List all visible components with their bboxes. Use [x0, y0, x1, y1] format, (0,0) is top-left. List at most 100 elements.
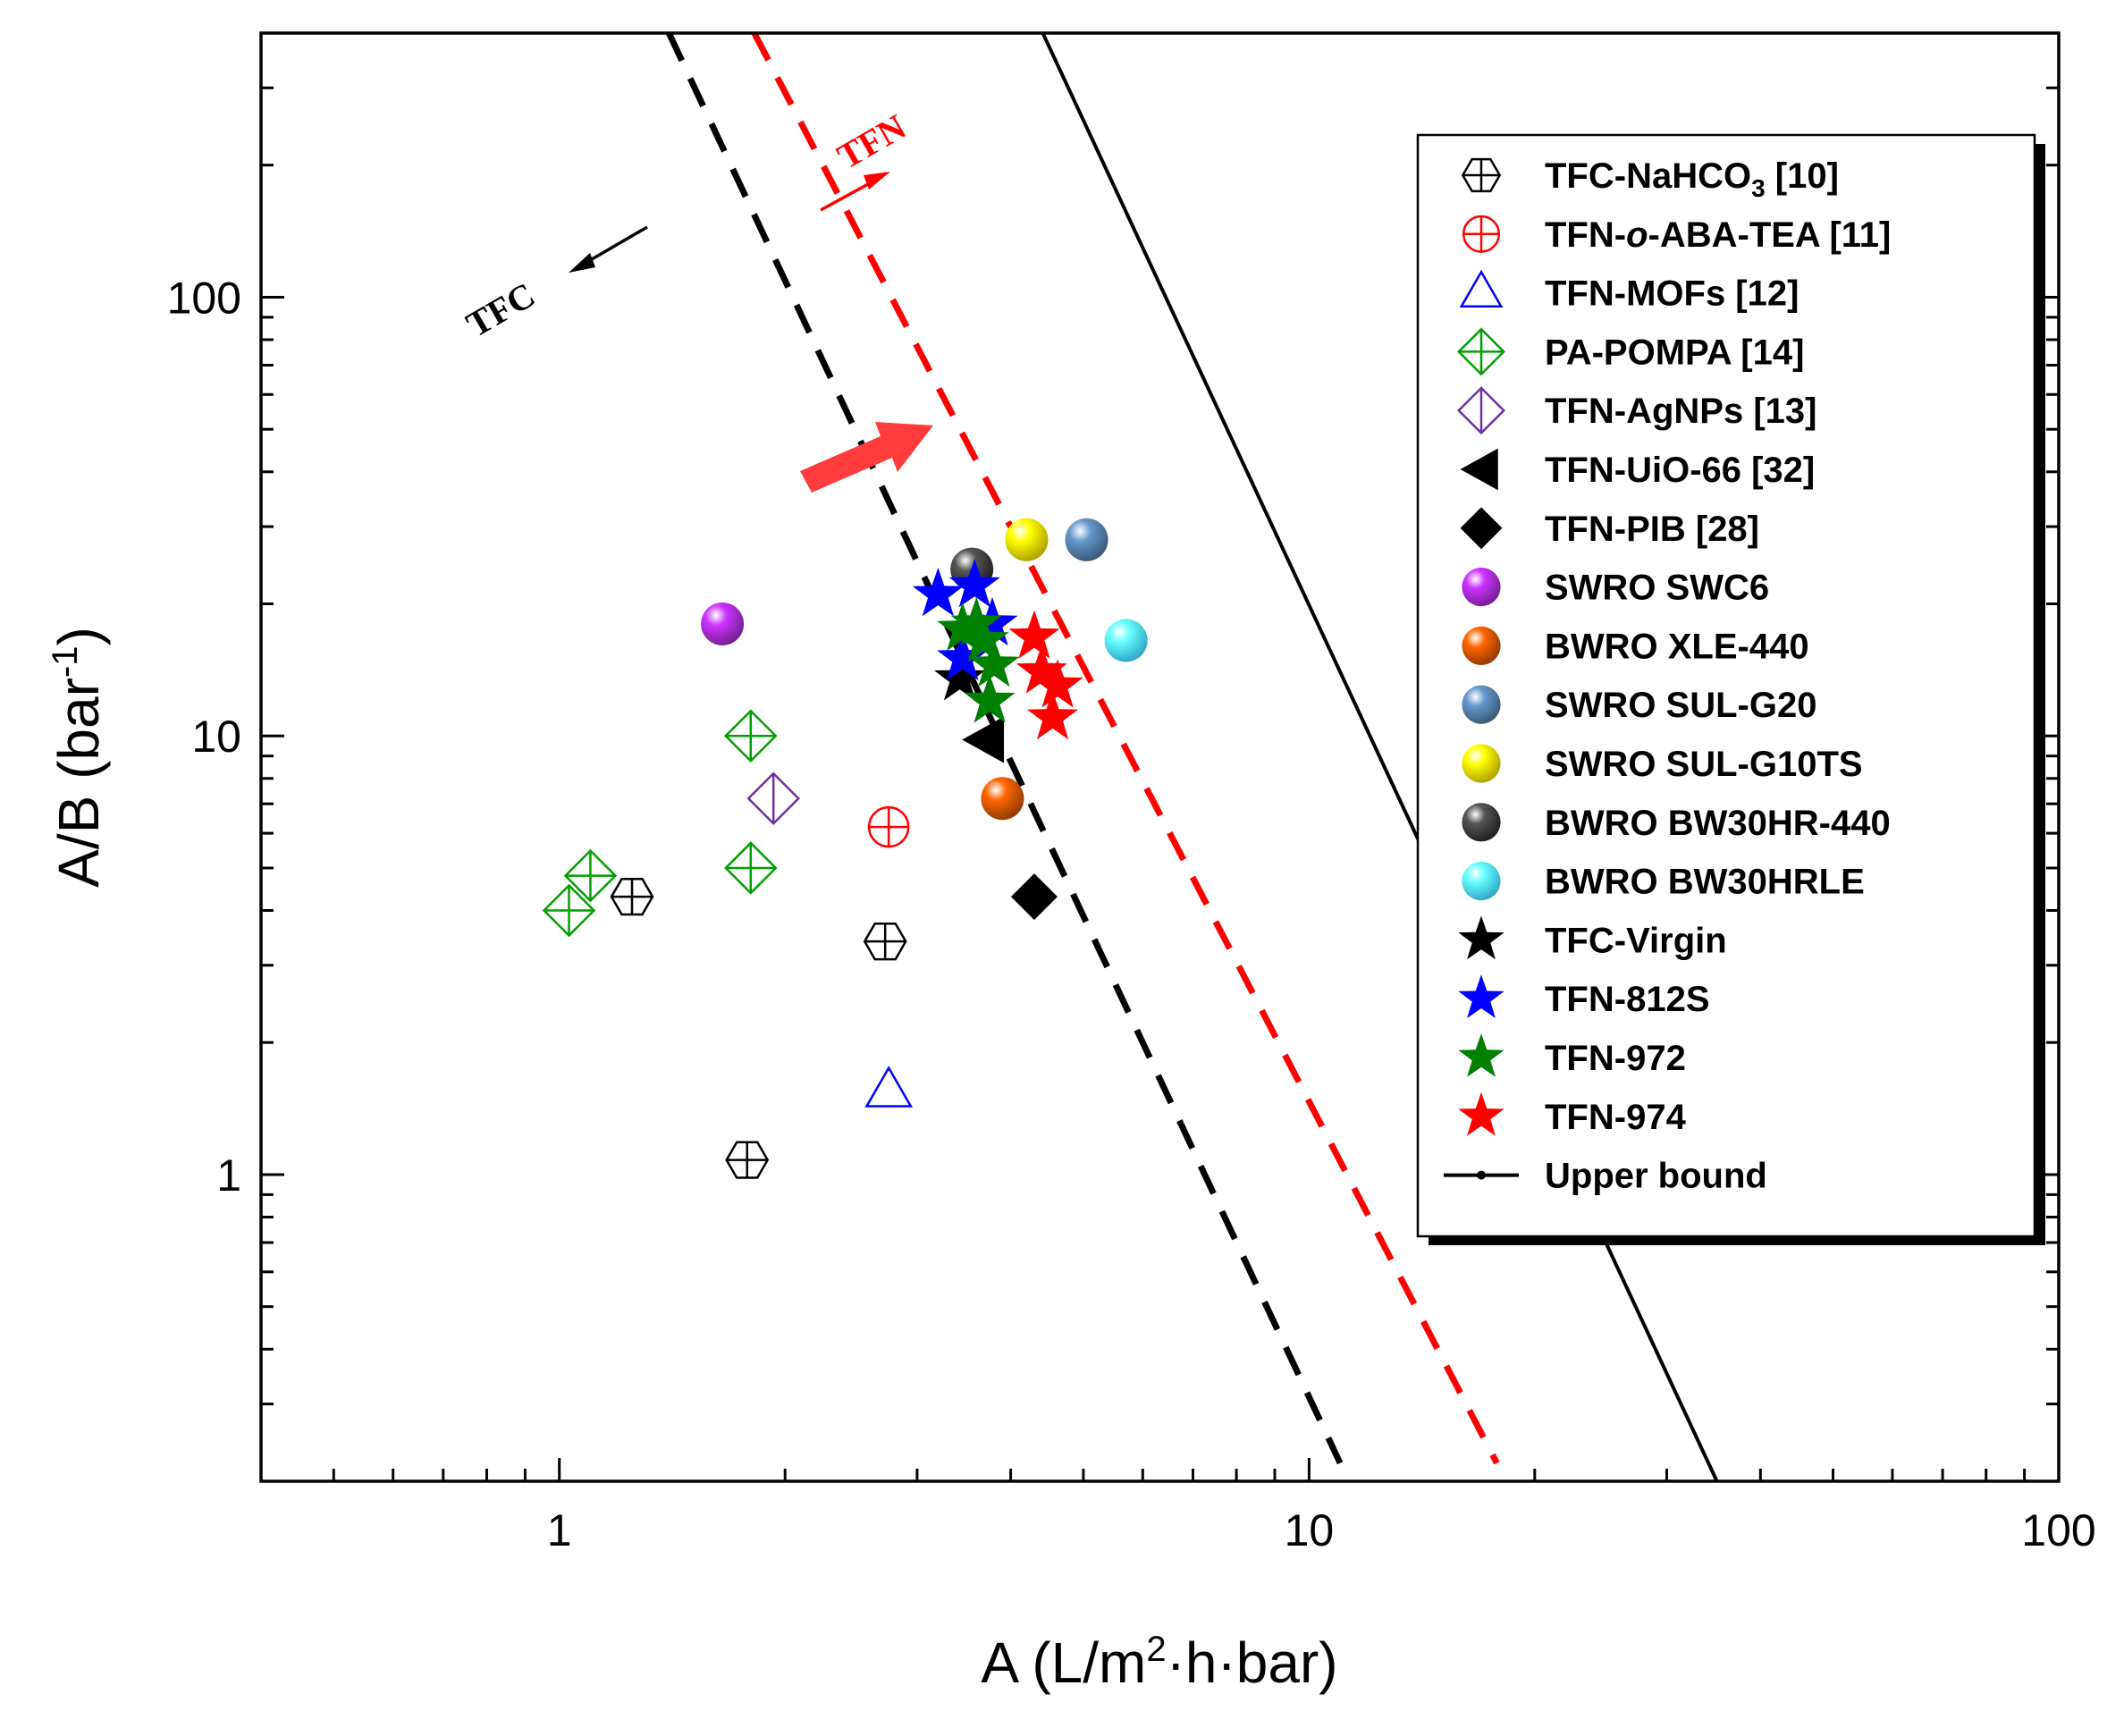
legend-marker-tfn-o-aba-tea-11 — [1462, 215, 1501, 253]
tfn-812s-point-1 — [912, 568, 964, 617]
legend-label: TFC-NaHCO3 [10] — [1545, 156, 1839, 202]
x-tick-label: 1 — [547, 1505, 572, 1555]
tfn-812s-point-2 — [937, 631, 989, 681]
tfn-972-point-2 — [950, 596, 1002, 646]
legend-item-swro-sul-g10ts: SWRO SUL-G10TS — [1462, 744, 1863, 784]
legend-label: TFC-Virgin — [1545, 921, 1727, 960]
legend-items: TFC-NaHCO3 [10] TFN-o-ABA-TEA [11] TFN-MOF… — [1444, 156, 1891, 1196]
legend-item-swro-swc6: SWRO SWC6 — [1462, 568, 1769, 608]
legend-marker-tfc-virgin — [1458, 915, 1504, 960]
legend-label: TFN-812S — [1545, 980, 1710, 1019]
legend-item-bwro-bw30hrle: BWRO BW30HRLE — [1462, 862, 1865, 902]
legend-item-tfc-nahco3-10: TFC-NaHCO3 [10] — [1461, 156, 1839, 202]
tfc-label: TFC — [459, 274, 542, 345]
tfn-trend-line — [751, 33, 1500, 1465]
legend-item-bwro-xle-440: BWRO XLE-440 — [1462, 626, 1809, 666]
legend-marker-pa-pompa-14 — [1457, 327, 1505, 376]
tfc-nahco3-10-point-1 — [610, 877, 654, 916]
legend-item-tfn-812s: TFN-812S — [1458, 974, 1710, 1019]
legend-marker-upper-bound — [1444, 1170, 1519, 1180]
legend-item-swro-sul-g20: SWRO SUL-G20 — [1462, 685, 1816, 725]
legend-marker-tfn-pib-28 — [1460, 507, 1503, 550]
tfc-nahco3-10-point-3 — [863, 922, 907, 961]
legend-marker-tfn-972 — [1458, 1033, 1504, 1077]
legend-marker-tfn-uio-66-32 — [1460, 448, 1498, 491]
tfn-974-point-4 — [1027, 690, 1079, 740]
x-axis-title: A (L/m2·h·bar) — [981, 1630, 1337, 1695]
legend-box — [1416, 133, 2036, 1238]
legend-label: TFN-o-ABA-TEA [11] — [1545, 215, 1891, 255]
y-tick-label: 100 — [167, 274, 241, 324]
y-tick-label: 10 — [191, 712, 241, 762]
tfn-agnps-13-point-1 — [746, 771, 800, 826]
pa-pompa-14-point-2 — [563, 848, 618, 903]
tfc-nahco3-10-point-2 — [725, 1141, 770, 1179]
tfn-974-point-1 — [1008, 610, 1060, 659]
y-tick-label: 1 — [216, 1150, 241, 1201]
swro-sul-g10ts-point-1 — [1005, 518, 1049, 561]
legend-item-tfn-agnps-13: TFN-AgNPs [13] — [1457, 386, 1816, 435]
bwro-bw30hrle-point-1 — [1104, 619, 1148, 662]
tfc-arrow-head — [569, 253, 595, 273]
tfn-label: TFN — [830, 106, 913, 177]
legend-label: TFN-974 — [1545, 1098, 1687, 1137]
legend-label: SWRO SWC6 — [1545, 569, 1769, 608]
legend-label: Upper bound — [1545, 1157, 1767, 1196]
tfn-arrow-head — [864, 172, 890, 190]
pa-pompa-14-point-1 — [542, 883, 596, 938]
tfn-972-point-4 — [968, 638, 1020, 687]
tfn-o-aba-tea-11-point-1 — [867, 805, 910, 848]
tfn-974-point-2 — [1016, 645, 1067, 694]
legend-marker-tfn-mofs-12 — [1459, 269, 1504, 308]
legend-label: BWRO BW30HR-440 — [1545, 804, 1891, 843]
tfc-virgin-point-1 — [934, 652, 986, 701]
y-axis-title: A/B (bar-1) — [46, 627, 111, 888]
legend-label: TFN-MOFs [12] — [1545, 274, 1799, 314]
annotations: TFC TFN — [459, 106, 933, 493]
legend-marker-bwro-xle-440 — [1462, 626, 1501, 666]
tfn-pib-28-point-1 — [1010, 873, 1058, 921]
shift-arrow — [800, 422, 933, 493]
legend-item-bwro-bw30hr-440: BWRO BW30HR-440 — [1462, 803, 1891, 843]
legend-item-tfc-virgin: TFC-Virgin — [1458, 915, 1727, 960]
legend-item-pa-pompa-14: PA-POMPA [14] — [1457, 327, 1804, 376]
legend-item-tfn-974: TFN-974 — [1458, 1091, 1687, 1137]
legend-marker-tfc-nahco3-10 — [1461, 157, 1502, 193]
tfn-972-point-5 — [964, 674, 1016, 723]
legend-marker-tfn-agnps-13 — [1457, 386, 1505, 435]
tfn-uio-66-32-point-1 — [962, 716, 1005, 763]
swro-sul-g20-point-1 — [1065, 518, 1108, 561]
legend-item-upper-bound: Upper bound — [1444, 1157, 1767, 1196]
legend-item-tfn-pib-28: TFN-PIB [28] — [1460, 507, 1759, 550]
axis-ticks: 1 10 100 1 10 100 — [167, 31, 2096, 1555]
x-tick-label: 10 — [1285, 1505, 1335, 1555]
legend-label: SWRO SUL-G20 — [1545, 686, 1816, 725]
legend-marker-bwro-bw30hrle — [1462, 862, 1501, 901]
legend-item-tfn-uio-66-32: TFN-UiO-66 [32] — [1460, 448, 1815, 491]
tfn-974-point-3 — [1032, 659, 1083, 708]
legend-item-tfn-mofs-12: TFN-MOFs [12] — [1459, 269, 1799, 314]
pa-pompa-14-point-3 — [724, 709, 778, 763]
tfc-trend-line — [666, 33, 1344, 1465]
legend-label: TFN-AgNPs [13] — [1545, 392, 1816, 431]
plot-area — [542, 33, 1719, 1481]
legend-label: SWRO SUL-G10TS — [1545, 745, 1863, 784]
tfn-mofs-12-point-1 — [864, 1066, 914, 1108]
legend-marker-tfn-974 — [1458, 1091, 1504, 1136]
tfn-972-point-3 — [957, 613, 1009, 662]
legend-item-tfn-972: TFN-972 — [1458, 1033, 1686, 1078]
tfn-972-point-1 — [937, 602, 989, 652]
x-tick-label: 100 — [2021, 1505, 2095, 1555]
legend-item-tfn-o-aba-tea-11: TFN-o-ABA-TEA [11] — [1462, 215, 1891, 255]
legend: TFC-NaHCO3 [10] TFN-o-ABA-TEA [11] TFN-MOF… — [1416, 133, 2045, 1245]
legend-marker-swro-sul-g10ts — [1462, 744, 1501, 783]
legend-label: PA-POMPA [14] — [1545, 333, 1804, 372]
legend-label: TFN-972 — [1545, 1039, 1686, 1078]
legend-label: BWRO BW30HRLE — [1545, 863, 1865, 902]
swro-swc6-point-1 — [701, 602, 745, 645]
legend-marker-tfn-812s — [1458, 974, 1504, 1018]
legend-label: TFN-UiO-66 [32] — [1545, 451, 1815, 490]
legend-label: TFN-PIB [28] — [1545, 510, 1759, 549]
pa-pompa-14-point-4 — [724, 841, 778, 895]
